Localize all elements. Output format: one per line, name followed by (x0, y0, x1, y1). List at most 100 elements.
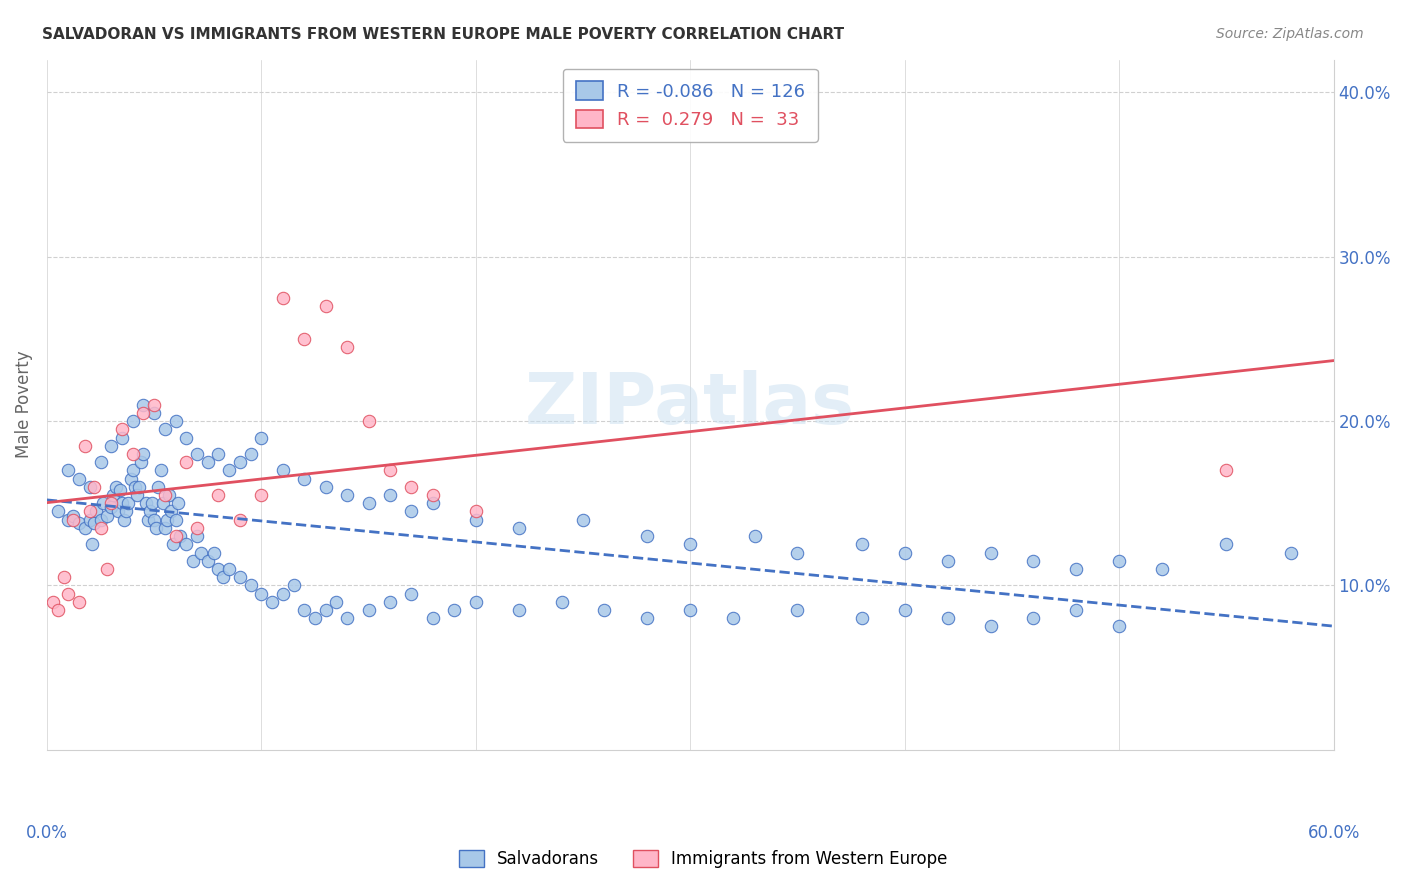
Point (1108, 554, 1130, 568)
Point (79, 504, 101, 518)
Point (46, 504, 69, 518)
Point (62, 513, 84, 527)
Point (721, 611, 744, 625)
Point (304, 611, 326, 625)
Point (149, 463, 172, 477)
Point (148, 480, 170, 494)
Point (593, 603, 616, 617)
Point (107, 504, 129, 518)
Point (283, 578, 305, 592)
Point (325, 595, 347, 609)
Point (357, 603, 380, 617)
Point (292, 603, 315, 617)
Point (1064, 562, 1087, 576)
Point (422, 611, 444, 625)
Point (378, 463, 401, 477)
Point (378, 488, 401, 502)
Point (936, 611, 959, 625)
Point (143, 406, 166, 420)
Point (153, 521, 176, 535)
Point (636, 611, 658, 625)
Point (250, 488, 273, 502)
Text: 60.0%: 60.0% (1308, 823, 1360, 842)
Point (157, 488, 180, 502)
Point (58, 587, 80, 601)
Point (108, 483, 131, 497)
Point (207, 488, 229, 502)
Point (271, 463, 294, 477)
Point (89, 513, 111, 527)
Point (169, 529, 191, 543)
Text: SALVADORAN VS IMMIGRANTS FROM WESTERN EUROPE MALE POVERTY CORRELATION CHART: SALVADORAN VS IMMIGRANTS FROM WESTERN EU… (42, 27, 845, 42)
Point (1022, 611, 1045, 625)
Point (1022, 554, 1045, 568)
Point (135, 496, 157, 510)
Point (162, 537, 184, 551)
Point (67, 516, 90, 530)
Point (357, 496, 380, 510)
Point (139, 504, 162, 518)
Point (186, 529, 208, 543)
Point (100, 496, 122, 510)
Point (165, 513, 187, 527)
Point (89, 521, 111, 535)
Point (218, 463, 240, 477)
Point (936, 554, 959, 568)
Point (124, 480, 146, 494)
Point (89, 455, 111, 469)
Point (190, 545, 212, 559)
Point (46, 603, 69, 617)
Point (262, 595, 284, 609)
Point (121, 447, 143, 461)
Point (83, 480, 105, 494)
Point (117, 496, 139, 510)
Point (744, 529, 766, 543)
Point (315, 480, 337, 494)
Point (132, 406, 155, 420)
Point (153, 422, 176, 436)
Point (292, 332, 315, 346)
Point (121, 463, 143, 477)
Point (401, 504, 423, 518)
Point (207, 562, 229, 576)
Point (136, 513, 159, 527)
Point (1279, 545, 1302, 559)
Point (75, 521, 97, 535)
Point (96, 509, 118, 524)
Point (239, 447, 262, 461)
Point (67, 472, 90, 486)
Point (550, 595, 572, 609)
Point (100, 500, 122, 514)
Point (292, 472, 315, 486)
Point (125, 488, 148, 502)
Point (181, 554, 204, 568)
Point (250, 587, 273, 601)
Point (80, 537, 103, 551)
Point (84, 504, 107, 518)
Point (893, 603, 915, 617)
Point (42, 595, 65, 609)
Point (115, 504, 138, 518)
Point (851, 537, 873, 551)
Text: ZIPatlas: ZIPatlas (526, 370, 855, 439)
Point (211, 570, 233, 584)
Point (111, 431, 134, 445)
Point (75, 439, 97, 453)
Point (112, 513, 135, 527)
Point (174, 431, 197, 445)
Point (186, 447, 208, 461)
Point (165, 529, 187, 543)
Point (120, 472, 142, 486)
Point (1152, 562, 1174, 576)
Point (422, 496, 444, 510)
Point (111, 422, 134, 436)
Point (174, 537, 197, 551)
Point (197, 455, 219, 469)
Point (893, 545, 915, 559)
Point (786, 545, 808, 559)
Point (336, 340, 359, 354)
Point (145, 521, 167, 535)
Point (229, 570, 252, 584)
Point (979, 545, 1001, 559)
Point (229, 513, 252, 527)
